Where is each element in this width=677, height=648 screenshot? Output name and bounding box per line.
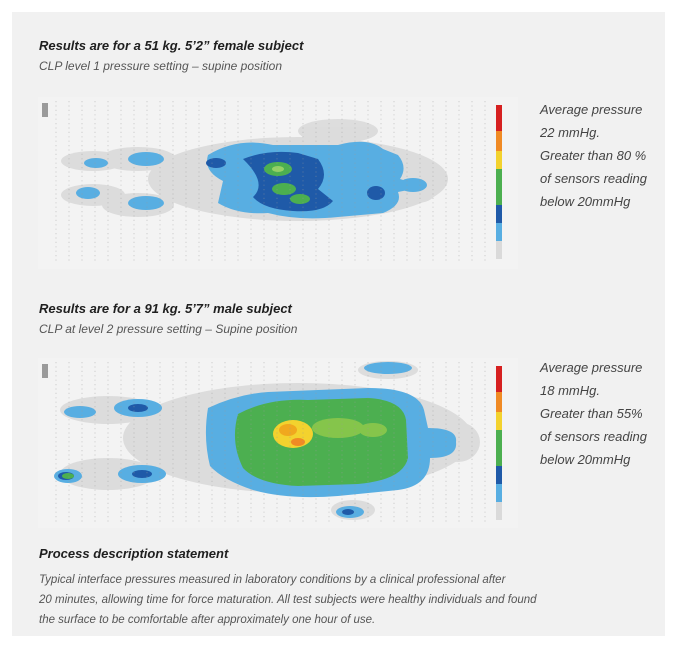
note-line: Average pressure — [540, 102, 643, 117]
sensor-grid — [55, 362, 486, 524]
section2-title: Results are for a 91 kg. 5’7” male subje… — [39, 301, 292, 316]
pressure-map-female — [38, 97, 518, 269]
process-title: Process description statement — [39, 546, 229, 561]
section2-note: Average pressure 18 mmHg. Greater than 5… — [540, 356, 647, 471]
note-line: below 20mmHg — [540, 194, 631, 209]
section2-subtitle: CLP at level 2 pressure setting – Supine… — [39, 322, 298, 336]
note-line: Average pressure — [540, 360, 643, 375]
sensor-grid — [55, 101, 486, 263]
note-line: 18 mmHg. — [540, 383, 600, 398]
note-line: Greater than 80 % — [540, 148, 647, 163]
section1-title: Results are for a 51 kg. 5’2” female sub… — [39, 38, 304, 53]
note-line: below 20mmHg — [540, 452, 631, 467]
section1-note: Average pressure 22 mmHg. Greater than 8… — [540, 98, 647, 213]
statement-line: Typical interface pressures measured in … — [39, 574, 506, 586]
note-line: of sensors reading — [540, 171, 647, 186]
process-statement: Typical interface pressures measured in … — [39, 570, 639, 630]
statement-line: the surface to be comfortable after appr… — [39, 614, 376, 626]
pressure-map-male — [38, 358, 518, 528]
note-line: Greater than 55% — [540, 406, 643, 421]
section1-subtitle: CLP level 1 pressure setting – supine po… — [39, 59, 283, 73]
note-line: of sensors reading — [540, 429, 647, 444]
note-line: 22 mmHg. — [540, 125, 600, 140]
statement-line: 20 minutes, allowing time for force matu… — [39, 594, 537, 606]
